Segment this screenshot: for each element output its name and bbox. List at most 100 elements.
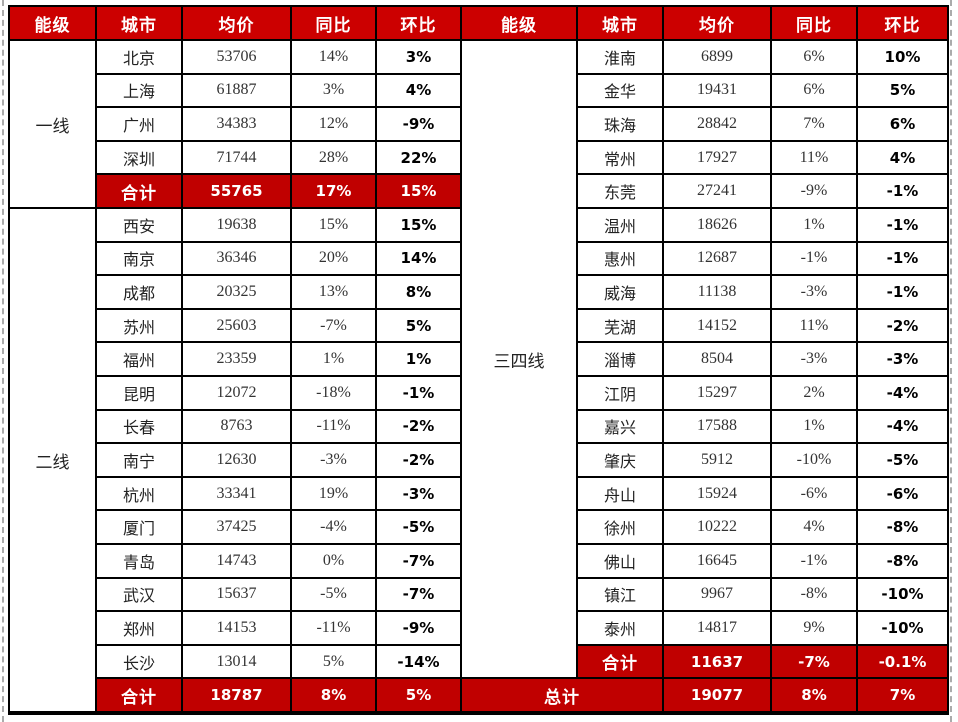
city-cell: 北京: [97, 41, 181, 73]
price-cell: 33341: [183, 477, 290, 510]
price-cell: 12072: [183, 377, 290, 409]
mom-cell: 6%: [858, 108, 947, 140]
price-cell: 15924: [664, 477, 770, 510]
mom-cell: 10%: [858, 41, 947, 73]
city-cell: 南宁: [97, 444, 181, 476]
price-cell: 9967: [664, 578, 770, 611]
city-cell: 厦门: [97, 511, 181, 543]
housing-price-table: 能级 城市 均价 同比 环比 能级 城市 均价 同比 环比 一线 北京 53706 14% 3% 上海 6188…: [8, 5, 949, 715]
yoy-cell: 28%: [292, 141, 375, 174]
yoy-cell: 19%: [292, 477, 375, 510]
yoy-cell: 15%: [292, 209, 375, 241]
yoy-cell: 20%: [292, 242, 375, 275]
price-cell: 17927: [664, 141, 770, 174]
price-cell: 53706: [183, 41, 290, 73]
city-cell: 杭州: [97, 477, 181, 510]
yoy-cell: -4%: [292, 511, 375, 543]
price-cell: 36346: [183, 242, 290, 275]
col-header-yoy: 同比: [292, 7, 375, 39]
city-cell: 苏州: [97, 309, 181, 342]
subtotal-yoy-cell: -7%: [772, 645, 856, 678]
city-cell: 泰州: [578, 612, 662, 644]
mom-cell: -1%: [858, 209, 947, 241]
mom-cell: -1%: [858, 242, 947, 275]
city-cell: 肇庆: [578, 444, 662, 476]
yoy-cell: -1%: [772, 242, 856, 275]
price-cell: 8763: [183, 410, 290, 443]
city-cell: 嘉兴: [578, 410, 662, 443]
city-cell: 广州: [97, 108, 181, 140]
mom-cell: -8%: [858, 511, 947, 543]
tier-cell: 一线: [10, 41, 95, 207]
city-cell: 舟山: [578, 477, 662, 510]
city-cell: 珠海: [578, 108, 662, 140]
mom-cell: -14%: [377, 645, 460, 678]
mom-cell: 15%: [377, 209, 460, 241]
subtotal-price-cell: 18787: [183, 679, 290, 711]
mom-cell: -6%: [858, 477, 947, 510]
yoy-cell: 6%: [772, 74, 856, 107]
grand-total-price-cell: 19077: [664, 679, 770, 711]
city-cell: 佛山: [578, 545, 662, 577]
mom-cell: 4%: [377, 74, 460, 107]
price-cell: 20325: [183, 276, 290, 308]
price-cell: 71744: [183, 141, 290, 174]
col-header-tier: 能级: [10, 7, 95, 39]
col-header-mom-right: 环比: [858, 7, 947, 39]
mom-cell: -8%: [858, 545, 947, 577]
price-cell: 5912: [664, 444, 770, 476]
mom-cell: -2%: [377, 410, 460, 443]
mom-cell: -10%: [858, 612, 947, 644]
subtotal-mom-cell: 5%: [377, 679, 460, 711]
city-cell: 郑州: [97, 612, 181, 644]
city-cell: 徐州: [578, 511, 662, 543]
col-header-city-right: 城市: [578, 7, 662, 39]
price-cell: 14743: [183, 545, 290, 577]
city-cell: 淄博: [578, 343, 662, 375]
mom-cell: 1%: [377, 343, 460, 375]
col-header-price-right: 均价: [664, 7, 770, 39]
yoy-cell: 3%: [292, 74, 375, 107]
price-cell: 14153: [183, 612, 290, 644]
price-cell: 25603: [183, 309, 290, 342]
mom-cell: -4%: [858, 377, 947, 409]
yoy-cell: 1%: [772, 209, 856, 241]
col-header-mom: 环比: [377, 7, 460, 39]
mom-cell: -7%: [377, 545, 460, 577]
city-cell: 福州: [97, 343, 181, 375]
city-cell: 温州: [578, 209, 662, 241]
subtotal-price-cell: 55765: [183, 175, 290, 207]
yoy-cell: -8%: [772, 578, 856, 611]
price-cell: 8504: [664, 343, 770, 375]
mom-cell: 14%: [377, 242, 460, 275]
city-cell: 长沙: [97, 645, 181, 678]
mom-cell: 4%: [858, 141, 947, 174]
city-cell: 常州: [578, 141, 662, 174]
grand-total-yoy-cell: 8%: [772, 679, 856, 711]
mom-cell: -9%: [377, 108, 460, 140]
yoy-cell: -11%: [292, 410, 375, 443]
city-cell: 深圳: [97, 141, 181, 174]
subtotal-mom-cell: -0.1%: [858, 645, 947, 678]
yoy-cell: 12%: [292, 108, 375, 140]
mom-cell: -2%: [377, 444, 460, 476]
col-header-city: 城市: [97, 7, 181, 39]
mom-cell: -7%: [377, 578, 460, 611]
price-cell: 14152: [664, 309, 770, 342]
subtotal-label-cell: 合计: [578, 645, 662, 678]
mom-cell: 5%: [377, 309, 460, 342]
city-cell: 东莞: [578, 175, 662, 207]
price-cell: 19431: [664, 74, 770, 107]
city-cell: 金华: [578, 74, 662, 107]
city-cell: 昆明: [97, 377, 181, 409]
city-cell: 南京: [97, 242, 181, 275]
yoy-cell: 1%: [772, 410, 856, 443]
price-cell: 15297: [664, 377, 770, 409]
subtotal-yoy-cell: 17%: [292, 175, 375, 207]
yoy-cell: -5%: [292, 578, 375, 611]
yoy-cell: 11%: [772, 309, 856, 342]
city-cell: 武汉: [97, 578, 181, 611]
subtotal-mom-cell: 15%: [377, 175, 460, 207]
mom-cell: -1%: [858, 175, 947, 207]
yoy-cell: -6%: [772, 477, 856, 510]
